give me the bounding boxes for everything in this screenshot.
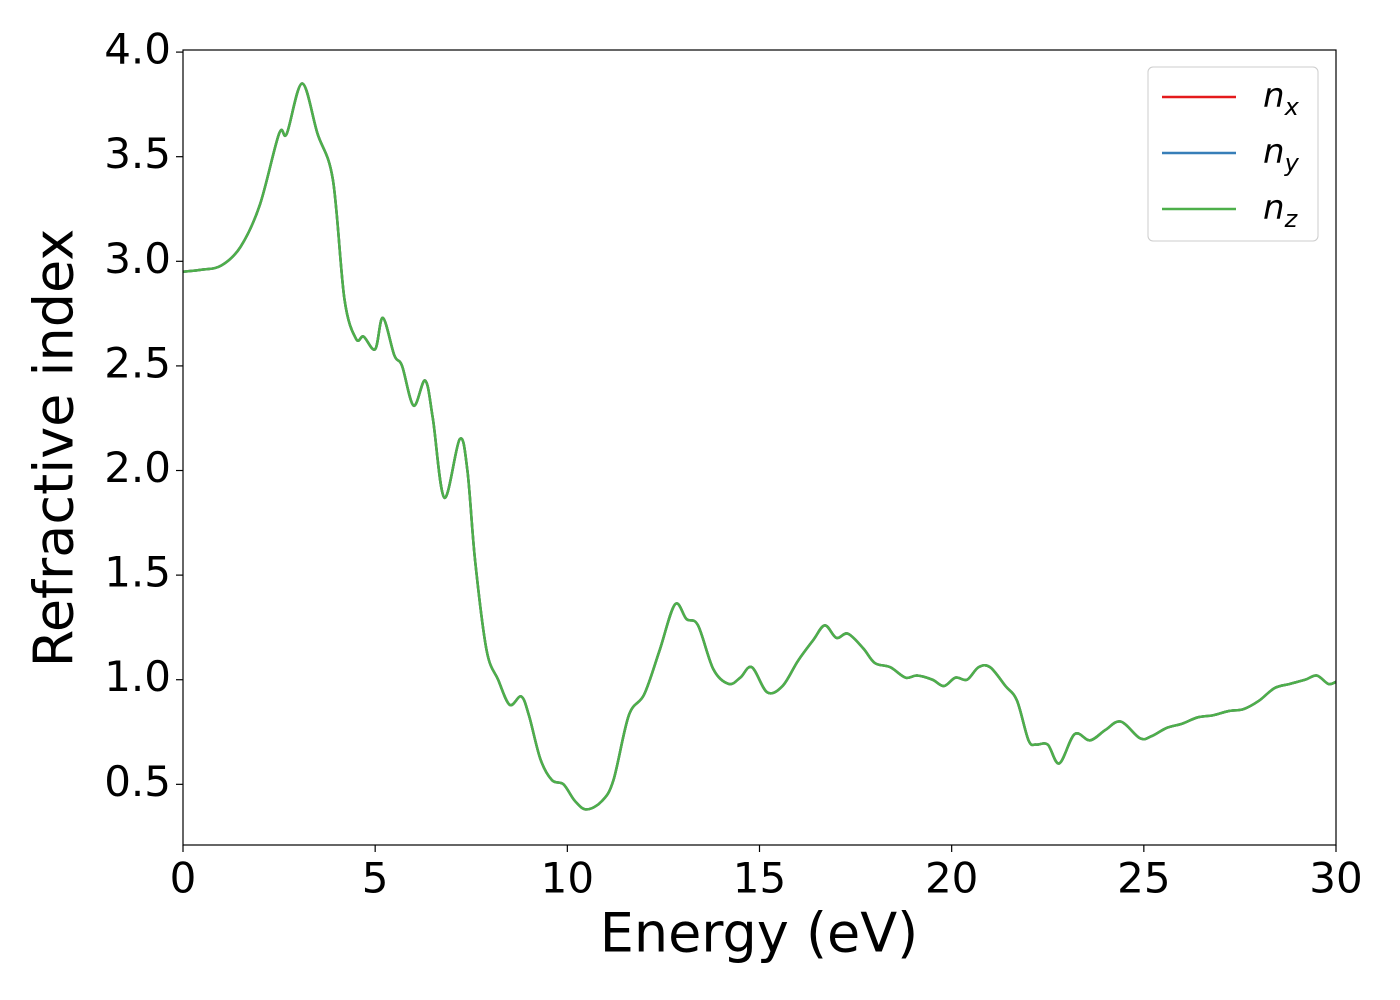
plot-frame (182, 49, 1337, 846)
y-axis-label: Refractive index (23, 229, 86, 668)
x-tick-label: 25 (1117, 854, 1170, 903)
x-tick-label: 10 (541, 854, 594, 903)
x-tick-label: 5 (362, 854, 389, 903)
x-tick-label: 0 (170, 854, 197, 903)
y-tick-label: 2.5 (104, 338, 171, 387)
x-tick-label: 15 (733, 854, 786, 903)
legend-label: nz (1263, 188, 1299, 233)
y-tick-label: 1.0 (104, 652, 171, 701)
data-line (182, 82, 1337, 811)
y-tick-label: 1.5 (104, 548, 171, 597)
y-tick-label: 0.5 (104, 757, 171, 806)
x-tick-label: 30 (1309, 854, 1362, 903)
legend-label: nx (1263, 76, 1300, 121)
x-axis-label: Energy (eV) (600, 902, 919, 965)
y-tick-label: 3.5 (104, 129, 171, 178)
y-tick-label: 4.0 (104, 25, 171, 74)
legend-label: ny (1263, 132, 1300, 177)
x-tick-label: 20 (925, 854, 978, 903)
y-tick-label: 3.0 (104, 234, 171, 283)
y-tick-label: 2.0 (104, 443, 171, 492)
